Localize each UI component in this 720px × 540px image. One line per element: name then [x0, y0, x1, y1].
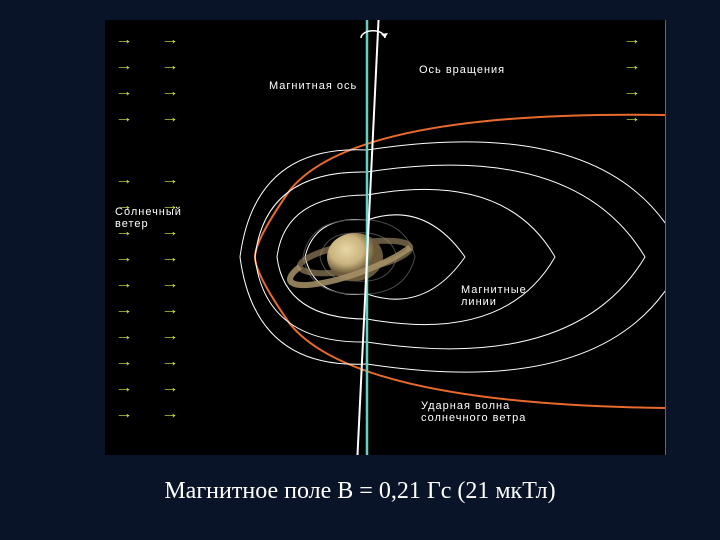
solar-wind-arrow-icon: → [115, 382, 133, 396]
solar-wind-arrow-icon: → [161, 252, 179, 266]
solar-wind-arrow-icon: → [161, 382, 179, 396]
solar-wind-arrow-icon: → [623, 60, 641, 74]
solar-wind-arrow-icon: → [115, 330, 133, 344]
solar-wind-arrow-icon: → [161, 304, 179, 318]
solar-wind-arrow-icon: → [161, 356, 179, 370]
caption-text: Магнитное поле В = 0,21 Гс (21 мкТл) [0, 478, 720, 505]
solar-wind-arrow-icon: → [161, 174, 179, 188]
slide-root: →→→→→→→→→→→→→→→→→→→→→→→→→→→→→→→→Магнитна… [0, 0, 720, 540]
solar-wind-arrow-icon: → [623, 34, 641, 48]
solar-wind-arrow-icon: → [115, 304, 133, 318]
solar-wind-arrow-icon: → [161, 408, 179, 422]
solar-wind-arrow-icon: → [115, 60, 133, 74]
label-rotation_axis: Ось вращения [419, 64, 505, 76]
label-solar_wind: Солнечный ветер [115, 206, 182, 230]
solar-wind-arrow-icon: → [115, 356, 133, 370]
label-field_lines: Магнитные линии [461, 284, 527, 308]
diagram-svg [105, 20, 665, 455]
solar-wind-arrow-icon: → [161, 86, 179, 100]
solar-wind-arrow-icon: → [115, 34, 133, 48]
solar-wind-arrow-icon: → [115, 174, 133, 188]
solar-wind-arrow-icon: → [623, 112, 641, 126]
diagram-frame: →→→→→→→→→→→→→→→→→→→→→→→→→→→→→→→→Магнитна… [105, 20, 666, 455]
solar-wind-arrow-icon: → [623, 86, 641, 100]
solar-wind-arrow-icon: → [115, 86, 133, 100]
solar-wind-arrow-icon: → [115, 408, 133, 422]
solar-wind-arrow-icon: → [115, 278, 133, 292]
label-bow_shock: Ударная волна солнечного ветра [421, 400, 526, 424]
solar-wind-arrow-icon: → [161, 330, 179, 344]
solar-wind-arrow-icon: → [115, 112, 133, 126]
solar-wind-arrow-icon: → [161, 60, 179, 74]
solar-wind-arrow-icon: → [161, 34, 179, 48]
solar-wind-arrow-icon: → [115, 252, 133, 266]
solar-wind-arrow-icon: → [161, 278, 179, 292]
solar-wind-arrow-icon: → [161, 112, 179, 126]
label-magnetic_axis: Магнитная ось [269, 80, 357, 92]
